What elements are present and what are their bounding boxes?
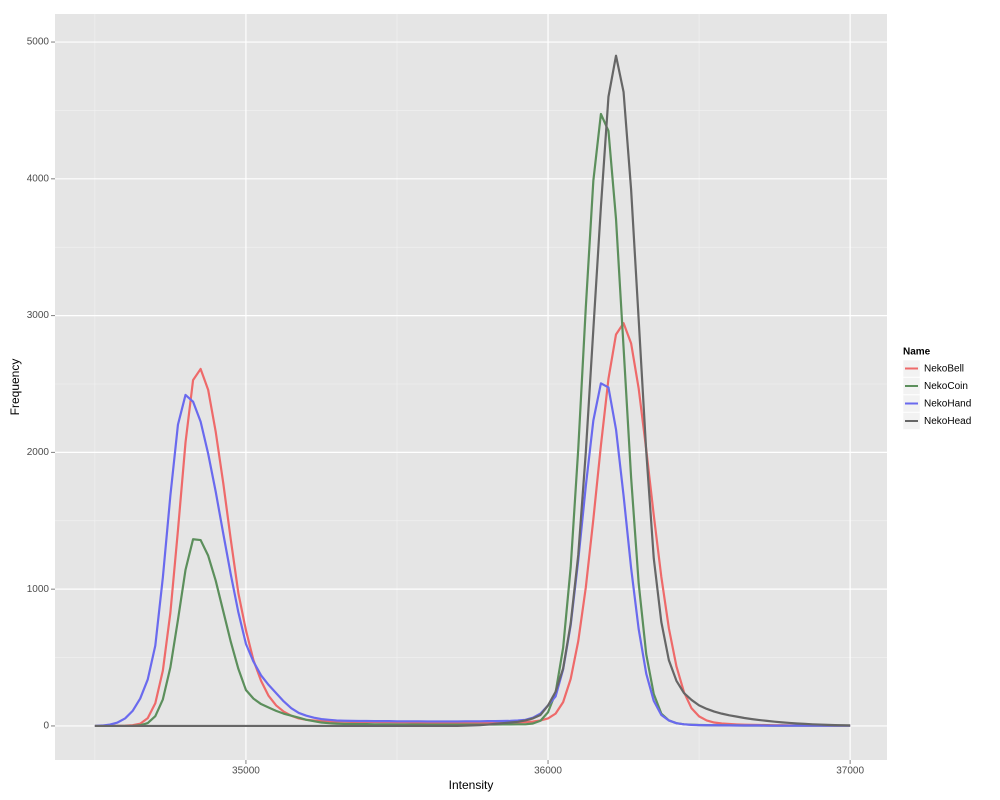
- y-tick-label: 1000: [27, 584, 50, 595]
- axes: 35000 36000 37000 0 1000 2000 3000 4000 5000: [27, 37, 865, 777]
- legend: Name NekoBell NekoCoin NekoHand NekoHead: [902, 347, 971, 430]
- y-tick-label: 5000: [27, 37, 50, 48]
- y-tick-label: 4000: [27, 173, 50, 184]
- x-tick-label: 35000: [232, 766, 260, 777]
- y-axis-title: Frequency: [8, 359, 22, 416]
- legend-label: NekoBell: [924, 364, 964, 375]
- y-tick-label: 3000: [27, 310, 50, 321]
- legend-label: NekoCoin: [924, 381, 968, 392]
- series-line: [94, 54, 851, 728]
- y-tick-label: 2000: [27, 447, 50, 458]
- x-axis-title: Intensity: [449, 778, 494, 792]
- x-tick-label: 37000: [836, 766, 864, 777]
- plot-panel: [55, 14, 887, 760]
- series-line: [94, 382, 851, 728]
- x-tick-label: 36000: [534, 766, 562, 777]
- series-line: [94, 322, 851, 728]
- legend-label: NekoHead: [924, 416, 971, 427]
- y-tick-label: 0: [43, 721, 49, 732]
- legend-label: NekoHand: [924, 399, 971, 410]
- lines: [94, 54, 851, 728]
- legend-title: Name: [903, 347, 931, 358]
